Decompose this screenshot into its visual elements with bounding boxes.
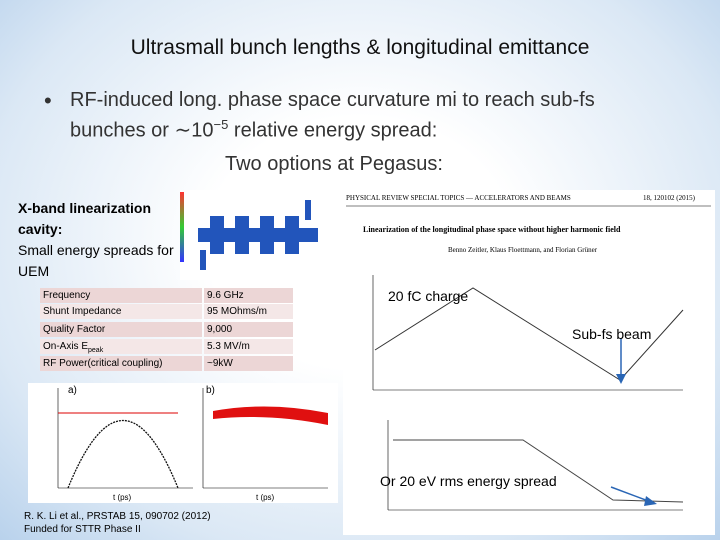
arrowhead xyxy=(616,374,626,384)
cell-text: Quality Factor xyxy=(43,324,106,335)
axis-label: t (ps) xyxy=(113,493,132,502)
text: Small energy spreads for UEM xyxy=(18,242,174,279)
cell-text: 95 MOhms/m xyxy=(207,306,268,317)
cell-text: Frequency xyxy=(43,290,91,301)
table-value: 5.3 MV/m xyxy=(204,339,293,354)
journal: PHYSICAL REVIEW SPECIAL TOPICS — ACCELER… xyxy=(346,194,571,202)
annotation: 20 fC charge xyxy=(388,288,469,304)
table-label: Frequency xyxy=(40,288,202,303)
footnote: R. K. Li et al., PRSTAB 15, 090702 (2012… xyxy=(24,510,211,536)
subscript: peak xyxy=(88,347,104,354)
cell-text: Shunt Impedance xyxy=(43,306,122,317)
cell-text: ~9kW xyxy=(207,358,233,369)
left-box: X-band linearization cavity: Small energy… xyxy=(18,198,178,282)
superscript: −5 xyxy=(213,117,229,132)
axis-label: t (ps) xyxy=(256,493,275,502)
table: Frequency 9.6 GHz Shunt Impedance 95 MOhms/… xyxy=(40,288,293,375)
table-label: On-Axis Epeak xyxy=(40,339,202,354)
arrow xyxy=(610,486,652,503)
cavity xyxy=(198,200,318,270)
table-value: 95 MOhms/m xyxy=(204,304,293,319)
curve xyxy=(213,406,328,425)
curve xyxy=(374,287,684,381)
heading: X-band linearization cavity: xyxy=(18,200,152,237)
plots-left: a) b) t (ps) t (ps) xyxy=(28,383,338,503)
table-label: RF Power(critical coupling) xyxy=(40,356,202,371)
table-label: Shunt Impedance xyxy=(40,304,202,319)
annotation: Sub-fs beam xyxy=(572,326,652,342)
annotation: Or 20 eV rms energy spread xyxy=(380,473,557,489)
paper-image: PHYSICAL REVIEW SPECIAL TOPICS — ACCELER… xyxy=(343,190,715,535)
cavity-image xyxy=(180,190,330,280)
image-bg xyxy=(343,190,715,535)
citation: R. K. Li et al., PRSTAB 15, 090702 (2012… xyxy=(24,511,211,522)
funding: Funded for STTR Phase II xyxy=(24,524,141,535)
bullet-line: RF-induced long. phase space curvature m… xyxy=(70,89,595,111)
table-value: 9,000 xyxy=(204,322,293,337)
curve xyxy=(67,419,179,489)
image-bg xyxy=(28,383,338,503)
authors: Benno Zeitler, Klaus Floettmann, and Flo… xyxy=(448,246,598,254)
subheading: Two options at Pegasus: xyxy=(225,153,443,175)
paper-title: Linearization of the longitudinal phase … xyxy=(363,225,621,234)
table-label: Quality Factor xyxy=(40,322,202,337)
bullet-dot: • xyxy=(44,88,52,113)
table-value: ~9kW xyxy=(204,356,293,371)
panel-label: a) xyxy=(68,385,77,396)
title: Ultrasmall bunch lengths & longitudinal … xyxy=(130,36,590,59)
bullet-line: bunches or ∼10−5 relative energy spread: xyxy=(70,117,437,143)
text: bunches or ∼10 xyxy=(70,119,214,142)
ref: 18, 120102 (2015) xyxy=(643,194,696,202)
cell-text: 9.6 GHz xyxy=(207,290,244,301)
colorbar xyxy=(180,192,184,262)
text: relative energy spread: xyxy=(233,119,438,142)
table-value: 9.6 GHz xyxy=(204,288,293,303)
panel-label: b) xyxy=(206,385,215,396)
cell-text: RF Power(critical coupling) xyxy=(43,358,163,369)
arrowhead xyxy=(644,496,657,506)
cell-text: 5.3 MV/m xyxy=(207,341,250,352)
cell-text: On-Axis E xyxy=(43,341,89,352)
cell-text: 9,000 xyxy=(207,324,233,335)
